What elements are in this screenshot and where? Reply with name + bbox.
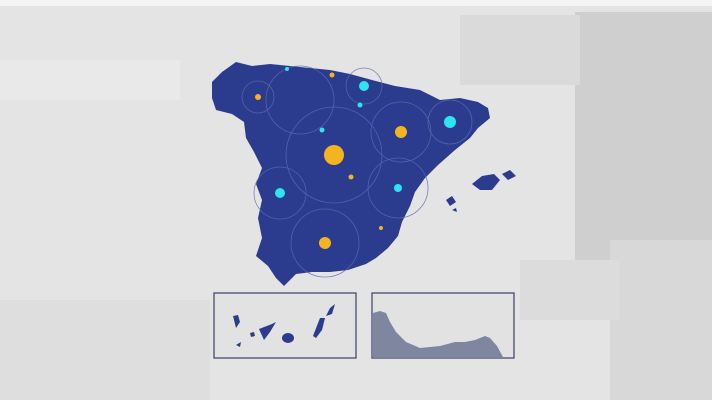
cyan-marker [319, 127, 325, 133]
marker-ring [370, 101, 432, 163]
yellow-marker [348, 174, 354, 180]
marker-ring [345, 67, 383, 105]
marker-ring [290, 208, 360, 278]
yellow-marker [329, 72, 335, 78]
spain-mainland [212, 62, 490, 286]
yellow-marker [395, 126, 407, 138]
cyan-marker [394, 184, 402, 192]
marker-ring [241, 80, 275, 114]
marker-ring [265, 65, 335, 135]
yellow-marker [255, 94, 261, 100]
marker-ring [253, 166, 307, 220]
yellow-marker [319, 237, 331, 249]
marker-ring [367, 157, 429, 219]
inset-canary-islands [213, 292, 357, 359]
inset-ceuta-melilla [371, 292, 515, 359]
cyan-marker [357, 102, 363, 108]
cyan-marker [285, 67, 289, 71]
cyan-marker [275, 188, 285, 198]
yellow-marker [324, 145, 344, 165]
marker-ring [427, 99, 473, 145]
yellow-marker [379, 226, 383, 230]
cyan-marker [359, 81, 369, 91]
cyan-marker [444, 116, 456, 128]
balearic-islands [446, 170, 516, 212]
